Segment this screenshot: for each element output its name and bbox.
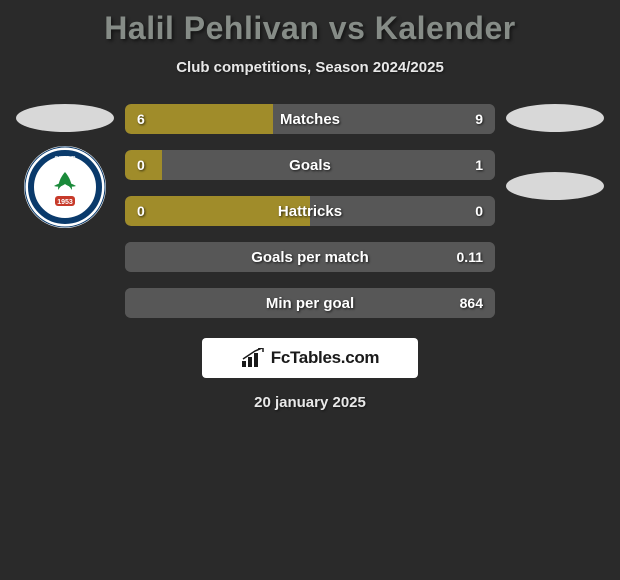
stat-label: Goals	[125, 157, 495, 174]
stat-bars: 69Matches 01Goals 00Hattricks 0.11Goals per…	[125, 104, 495, 318]
svg-text:1953: 1953	[57, 199, 73, 206]
svg-text:CAYKUR: CAYKUR	[55, 156, 76, 162]
stat-label: Min per goal	[125, 295, 495, 312]
left-club-badge: CAYKUR 1953	[24, 146, 106, 228]
stat-bar: 00Hattricks	[125, 196, 495, 226]
right-player-avatar	[506, 104, 604, 132]
brand-name: FcTables.com	[271, 348, 380, 368]
page-title: Halil Pehlivan vs Kalender	[0, 0, 620, 47]
left-player-column: CAYKUR 1953	[5, 104, 125, 228]
stat-label: Goals per match	[125, 249, 495, 266]
left-player-avatar	[16, 104, 114, 132]
right-club-placeholder	[506, 172, 604, 200]
stat-label: Matches	[125, 111, 495, 128]
page-subtitle: Club competitions, Season 2024/2025	[0, 59, 620, 76]
stat-label: Hattricks	[125, 203, 495, 220]
stat-bar: 864Min per goal	[125, 288, 495, 318]
stat-bar: 01Goals	[125, 150, 495, 180]
right-player-column	[495, 104, 615, 200]
brand-footer: FcTables.com	[202, 338, 418, 378]
fctables-logo-icon	[241, 348, 265, 368]
stat-bar: 0.11Goals per match	[125, 242, 495, 272]
club-badge-icon: CAYKUR 1953	[24, 146, 106, 228]
snapshot-date: 20 january 2025	[0, 394, 620, 411]
comparison-content: CAYKUR 1953 69Matches 01Goals 00Hattricks 0…	[0, 104, 620, 318]
stat-bar: 69Matches	[125, 104, 495, 134]
